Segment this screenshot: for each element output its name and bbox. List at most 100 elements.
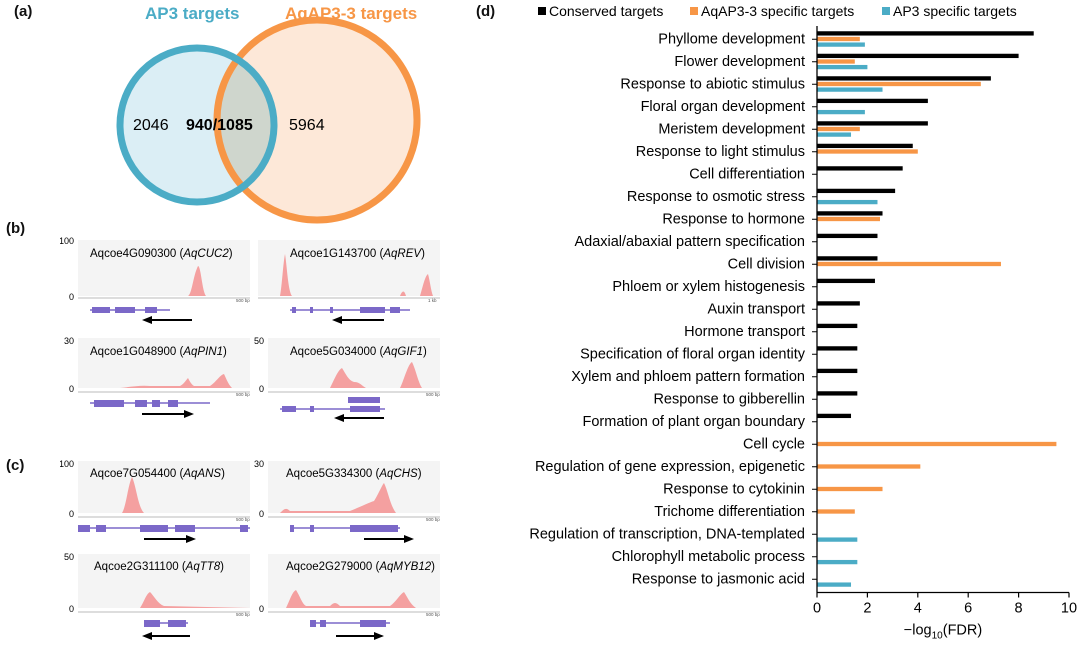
bar-conserved-targets [817, 211, 883, 216]
peak [268, 483, 440, 513]
bar-conserved-targets [817, 368, 858, 374]
exon [330, 307, 333, 313]
category-label: Flower development [674, 54, 805, 70]
legend-label: AP3 specific targets [893, 3, 1017, 19]
bar-conserved-targets [817, 233, 878, 239]
track-background [78, 240, 250, 296]
track-background [78, 461, 250, 513]
category-label: Response to gibberellin [653, 391, 805, 407]
bar-aqap3-3-specific-targets [817, 486, 883, 492]
category-label: Cell division [728, 256, 805, 272]
track-ymax: 50 [254, 336, 264, 346]
track-background [268, 461, 440, 513]
arrowhead [184, 410, 194, 418]
track-ymax: 30 [254, 459, 264, 469]
peak [268, 590, 440, 608]
venn-left-circle [116, 44, 278, 206]
exon [390, 307, 400, 313]
exon [310, 525, 314, 532]
bar-conserved-targets [817, 301, 860, 306]
exon [175, 525, 195, 532]
peak [268, 362, 440, 388]
bar-conserved-targets [817, 256, 878, 261]
bar-conserved-targets [817, 188, 896, 194]
bar-aqap3-3-specific-targets [817, 216, 880, 222]
category-label: Phloem or xylem histogenesis [612, 279, 805, 295]
venn-diagram: AP3 targets AqAP3-3 targets 2046 940/108… [116, 4, 421, 224]
track-c3: 50 0 Aqcoe2G311100 (AqTT8) 500 bp [64, 552, 250, 640]
category-label: Chlorophyll metabolic process [612, 549, 805, 565]
legend-label: Conserved targets [549, 3, 663, 19]
track-title: Aqcoe5G034000 (AqGIF1) [290, 346, 427, 358]
scale-label: 500 bp [426, 612, 440, 617]
category-label: Response to abiotic stimulus [620, 76, 805, 92]
track-ymin: 0 [259, 384, 264, 394]
track-ymin: 0 [259, 509, 264, 519]
bar-conserved-targets [817, 143, 913, 149]
arrowhead [142, 316, 152, 324]
exon [240, 525, 248, 532]
legend-swatch [538, 7, 546, 15]
category-label: Response to osmotic stress [627, 189, 805, 205]
exon [92, 307, 110, 313]
bar-conserved-targets [817, 346, 858, 351]
category-label: Regulation of gene expression, epigeneti… [535, 459, 805, 475]
legend-swatch [690, 7, 698, 15]
bar-ap3-specific-targets [817, 582, 852, 587]
exon [168, 620, 186, 627]
exon [292, 307, 296, 313]
track-ymax: 100 [60, 236, 74, 246]
x-axis-label: −log10(FDR) [904, 623, 982, 642]
exon [320, 620, 326, 627]
track-ymax: 50 [64, 552, 74, 562]
exon [168, 400, 178, 407]
arrowhead [142, 632, 152, 640]
track-title: Aqcoe2G279000 (AqMYB12) [286, 561, 435, 573]
category-label: Formation of plant organ boundary [583, 414, 806, 430]
exon [135, 400, 147, 407]
exon [152, 400, 160, 407]
bar-ap3-specific-targets [817, 132, 852, 137]
category-label: Auxin transport [707, 301, 805, 317]
venn-left-title: AP3 targets [145, 4, 239, 23]
track-ymin: 0 [69, 509, 74, 519]
category-label: Floral organ development [641, 99, 805, 115]
bar-aqap3-3-specific-targets [817, 126, 860, 132]
bar-ap3-specific-targets [817, 559, 858, 565]
scale-label: 500 bp [426, 517, 440, 522]
track-c1: 100 0 Aqcoe7G054400 (AqANS) 500 bp [60, 459, 250, 543]
venn-right-fill [217, 20, 417, 220]
peak [258, 254, 440, 296]
exon [360, 620, 386, 627]
track-b3: 30 0 Aqcoe1G048900 (AqPIN1) 500 bp [64, 336, 250, 418]
track-title: Aqcoe4G090300 (AqCUC2) [90, 248, 233, 260]
exon [360, 307, 385, 313]
category-label: Regulation of transcription, DNA-templat… [529, 526, 805, 542]
track-title: Aqcoe1G048900 (AqPIN1) [90, 346, 227, 358]
bar-ap3-specific-targets [817, 42, 865, 47]
category-label: Response to jasmonic acid [632, 571, 805, 587]
venn-right-circle [213, 16, 421, 224]
track-ymax: 30 [64, 336, 74, 346]
exon [96, 525, 106, 532]
panel-label-c: (c) [6, 457, 25, 474]
scale-label: 1 kb [428, 298, 437, 303]
track-title: Aqcoe5G334300 (AqCHS) [286, 468, 422, 480]
category-label: Response to cytokinin [663, 481, 805, 497]
bar-aqap3-3-specific-targets [817, 441, 1057, 447]
exon [310, 406, 314, 412]
track-b4: 50 0 Aqcoe5G034000 (AqGIF1) 500 bp [254, 336, 440, 422]
exon [140, 525, 168, 532]
category-label: Hormone transport [684, 324, 805, 340]
bar-ap3-specific-targets [817, 537, 858, 542]
category-label: Response to light stimulus [636, 144, 805, 160]
bar-conserved-targets [817, 53, 1019, 59]
exon [348, 397, 380, 403]
bar-aqap3-3-specific-targets [817, 81, 981, 87]
venn-overlap-count: 940/1085 [186, 117, 253, 134]
bar-conserved-targets [817, 323, 858, 329]
bar-conserved-targets [817, 31, 1034, 36]
bar-ap3-specific-targets [817, 87, 883, 92]
venn-right-count: 5964 [289, 117, 325, 134]
track-ymin: 0 [69, 292, 74, 302]
